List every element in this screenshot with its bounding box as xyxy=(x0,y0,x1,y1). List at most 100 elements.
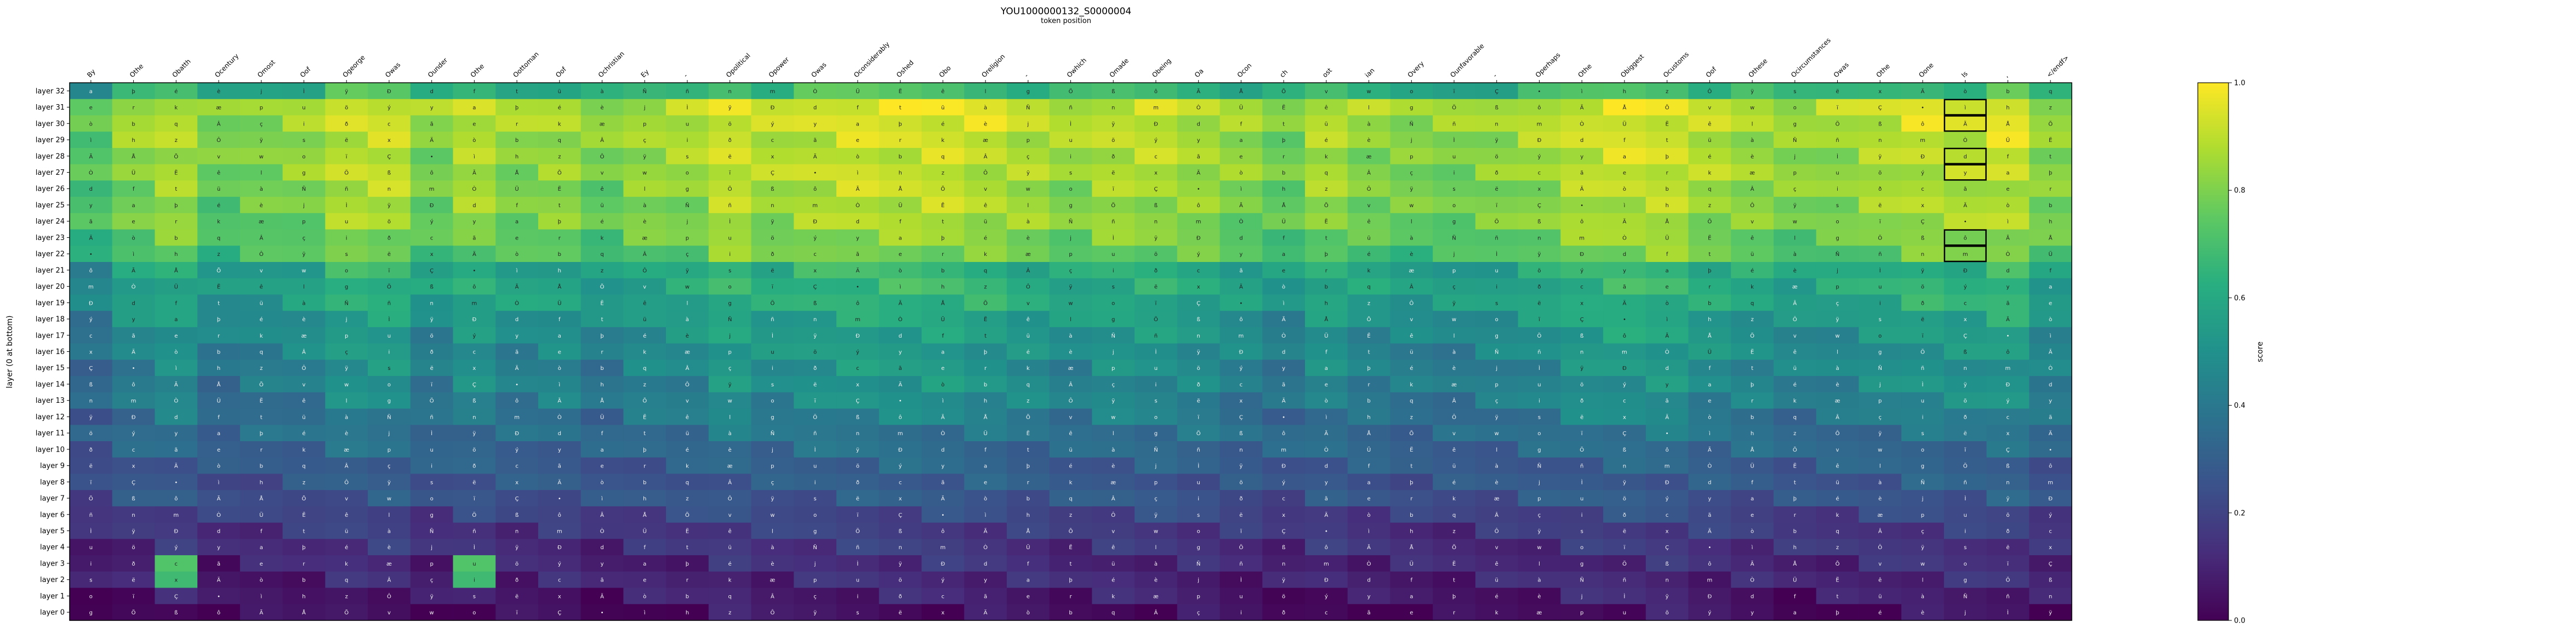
heatmap-cell xyxy=(240,213,283,230)
cell-glyph: ô xyxy=(1708,561,1711,567)
heatmap-cell xyxy=(410,197,454,214)
cell-glyph: Ä xyxy=(174,463,178,470)
cell-glyph: ë xyxy=(1495,186,1498,192)
cell-glyph: é xyxy=(728,561,732,567)
cell-glyph: ð xyxy=(1623,512,1626,518)
heatmap-cell xyxy=(325,164,368,181)
cell-glyph: Ä xyxy=(430,136,434,144)
cell-glyph: i xyxy=(90,561,92,567)
cell-glyph: l xyxy=(1837,350,1838,356)
heatmap-cell xyxy=(1475,164,1519,181)
cell-glyph: é xyxy=(558,105,561,111)
heatmap-cell xyxy=(1135,246,1178,263)
cell-glyph: ß xyxy=(515,512,518,518)
heatmap-cell xyxy=(538,197,582,214)
heatmap-cell xyxy=(1092,132,1135,149)
cell-glyph: Ö xyxy=(344,169,349,176)
heatmap-cell xyxy=(240,132,283,149)
cell-glyph: ì xyxy=(260,593,262,600)
cell-glyph: • xyxy=(601,610,604,616)
cell-glyph: m xyxy=(514,414,520,420)
cell-glyph: c xyxy=(1282,496,1285,502)
colorbar-tick-label: 1.0 xyxy=(2234,79,2246,88)
cell-glyph: ò xyxy=(941,381,944,388)
cell-glyph: Ô xyxy=(1111,511,1115,518)
cell-glyph: ã xyxy=(600,578,603,584)
cell-glyph: k xyxy=(686,464,689,470)
cell-glyph: ñ xyxy=(89,512,93,518)
heatmap-cell xyxy=(1304,180,1348,197)
cell-glyph: ý xyxy=(430,219,434,225)
heatmap-cell xyxy=(368,180,411,197)
cell-glyph: h xyxy=(1027,512,1030,518)
cell-glyph: Õ xyxy=(1707,218,1712,225)
heatmap-cell xyxy=(197,83,241,100)
heatmap-cell xyxy=(240,164,283,181)
cell-glyph: s xyxy=(1538,414,1541,420)
heatmap-cell xyxy=(879,197,922,214)
heatmap-cell xyxy=(1859,213,1902,230)
cell-glyph: ñ xyxy=(1069,105,1072,111)
cell-glyph: s xyxy=(430,480,433,486)
cell-glyph: ü xyxy=(1836,480,1839,486)
heatmap-cell xyxy=(1773,164,1817,181)
heatmap-cell xyxy=(1049,197,1092,214)
x-tick-label: Omade xyxy=(1108,56,1130,79)
heatmap-cell xyxy=(1475,229,1519,246)
cell-glyph: Ô xyxy=(259,250,264,258)
cell-glyph: é xyxy=(1878,609,1882,616)
cell-glyph: v xyxy=(1112,529,1115,535)
y-tick-label: layer 15 xyxy=(36,364,65,373)
cell-glyph: q xyxy=(260,350,263,356)
cell-glyph: t xyxy=(1325,235,1327,241)
cell-glyph: ÿ xyxy=(472,431,476,437)
cell-glyph: ò xyxy=(558,365,561,372)
cell-glyph: ã xyxy=(1708,512,1711,518)
heatmap-cell xyxy=(240,180,283,197)
cell-glyph: ö xyxy=(89,431,93,437)
cell-glyph: Å xyxy=(941,299,945,306)
cell-glyph: ÿ xyxy=(1537,529,1541,535)
cell-glyph: e xyxy=(1239,154,1243,160)
heatmap-cell xyxy=(1049,213,1092,230)
cell-glyph: Ô xyxy=(600,153,605,160)
cell-glyph: ã xyxy=(174,447,178,453)
cell-glyph: q xyxy=(217,235,220,241)
heatmap-cell xyxy=(1092,99,1135,116)
cell-glyph: n xyxy=(1154,219,1158,225)
heatmap-cell xyxy=(155,229,198,246)
heatmap-cell xyxy=(623,180,666,197)
heatmap-cell xyxy=(794,99,837,116)
cell-glyph: s xyxy=(1452,186,1455,192)
cell-glyph: k xyxy=(558,121,561,127)
cell-glyph: Ì xyxy=(1581,478,1583,486)
heatmap-cell xyxy=(112,229,156,246)
cell-glyph: h xyxy=(1367,414,1370,420)
heatmap-cell xyxy=(1603,229,1646,246)
heatmap-cell xyxy=(1944,99,1987,116)
cell-glyph: à xyxy=(686,316,689,323)
heatmap-cell xyxy=(1219,246,1263,263)
cell-glyph: h xyxy=(1793,545,1797,551)
heatmap-cell xyxy=(1816,197,1859,214)
cell-glyph: s xyxy=(1836,203,1839,209)
cell-glyph: z xyxy=(1027,398,1029,404)
cell-glyph: • xyxy=(899,398,902,404)
y-tick-label: layer 18 xyxy=(36,316,65,324)
cell-glyph: Ð xyxy=(132,414,136,420)
cell-glyph: Â xyxy=(1793,299,1797,306)
heatmap-cell xyxy=(112,83,156,100)
cell-glyph: e xyxy=(2049,300,2052,306)
cell-glyph: ò xyxy=(174,349,178,356)
cell-glyph: ü xyxy=(1410,350,1413,356)
cell-glyph: e xyxy=(174,333,178,339)
x-tick-label: ian xyxy=(1364,66,1376,79)
cell-glyph: Ñ xyxy=(1196,560,1200,567)
cell-glyph: f xyxy=(2007,154,2009,160)
heatmap-cell xyxy=(1433,164,1476,181)
cell-glyph: f xyxy=(1283,235,1285,241)
cell-glyph: Ö xyxy=(1963,463,1968,470)
cell-glyph: ý xyxy=(515,447,518,453)
cell-glyph: Ò xyxy=(89,169,93,176)
heatmap-cell xyxy=(2029,83,2072,100)
